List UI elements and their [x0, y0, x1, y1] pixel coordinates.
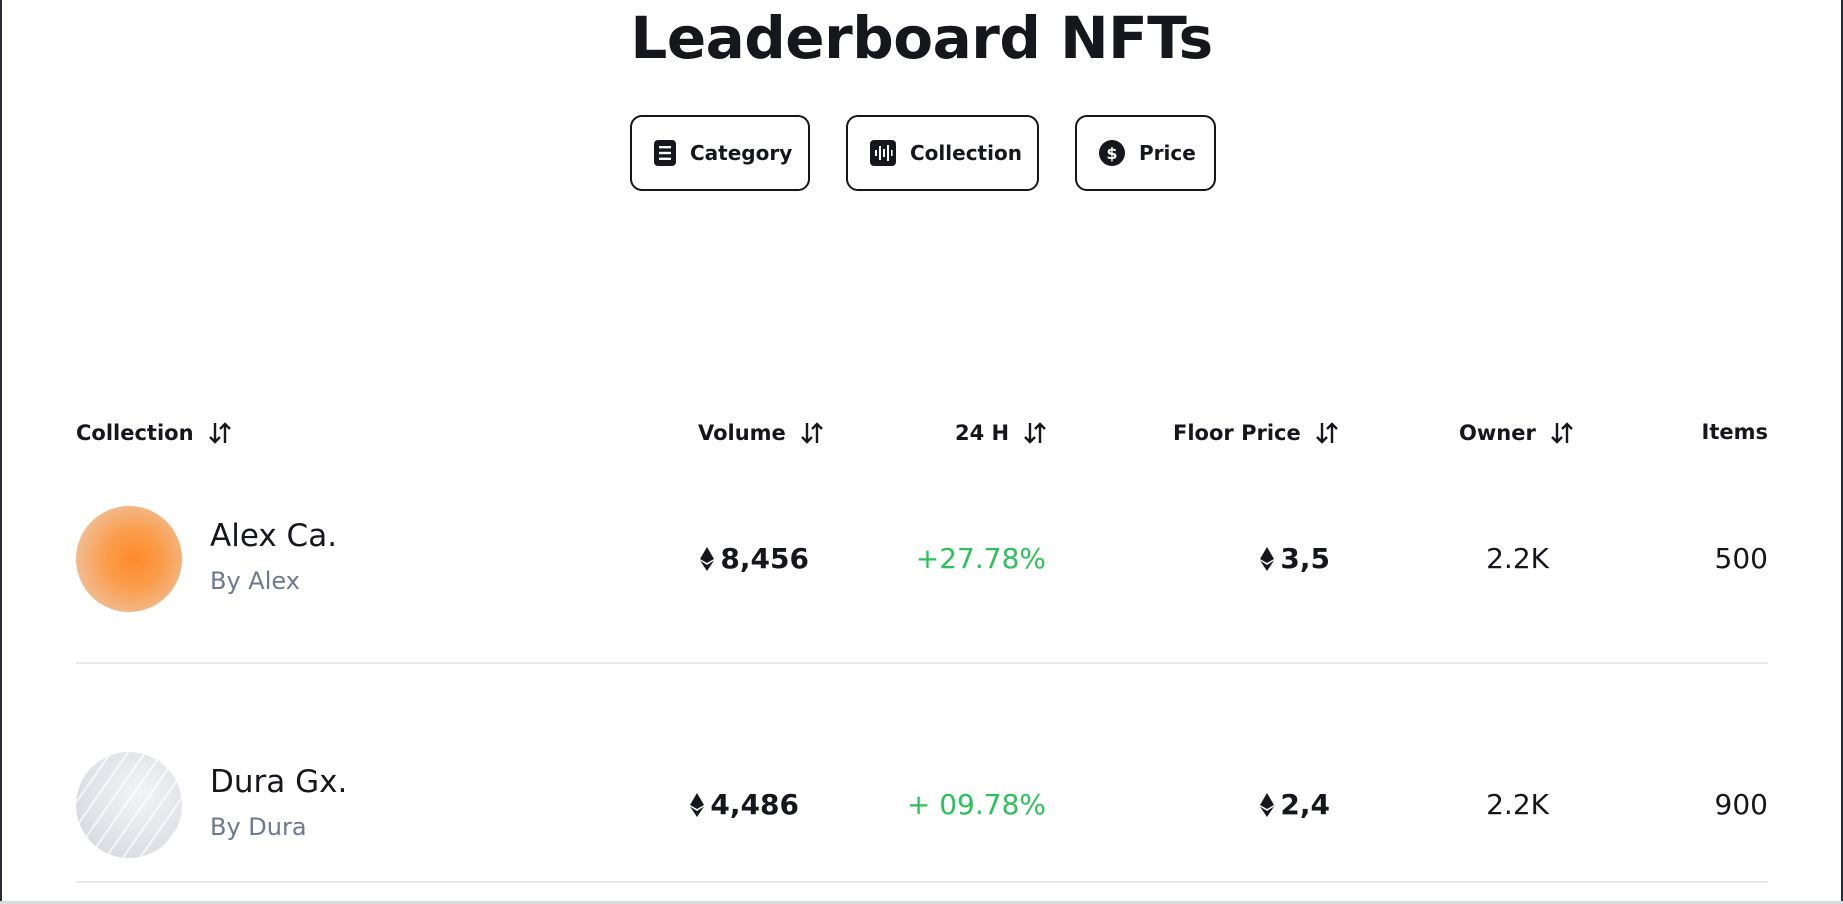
- dollar-coin-icon: $: [1099, 140, 1125, 166]
- collection-creator: By Dura: [210, 813, 307, 841]
- collection-filter-label: Collection: [910, 141, 1022, 165]
- sort-icon[interactable]: [1023, 420, 1049, 446]
- svg-text:$: $: [1106, 144, 1117, 163]
- sort-icon[interactable]: [208, 420, 234, 446]
- header-owner[interactable]: Owner: [1459, 420, 1576, 446]
- ethereum-icon: [690, 792, 705, 817]
- items-value: 500: [1714, 542, 1768, 575]
- change-24h-value: +27.78%: [915, 542, 1046, 575]
- ethereum-icon: [1260, 546, 1275, 571]
- avatar: [76, 752, 182, 858]
- sort-icon[interactable]: [1315, 420, 1341, 446]
- floor-price-value: 3,5: [1260, 542, 1330, 575]
- table-header: Collection Volume 24 H Floor Price Owner: [76, 420, 1768, 456]
- window-border-left: [0, 0, 2, 904]
- items-value: 900: [1714, 788, 1768, 821]
- avatar: [76, 506, 182, 612]
- volume-value: 4,486: [690, 788, 799, 821]
- window-border-right: [1841, 0, 1843, 904]
- volume-value: 8,456: [700, 542, 809, 575]
- collection-filter-button[interactable]: Collection: [846, 115, 1039, 191]
- table-row[interactable]: Dura Gx. By Dura 4,486 + 09.78% 2,4 2.2K…: [76, 664, 1768, 883]
- header-volume[interactable]: Volume: [698, 420, 826, 446]
- header-items: Items: [1701, 420, 1768, 444]
- category-filter-label: Category: [690, 141, 793, 165]
- page-title: Leaderboard NFTs: [630, 4, 1213, 72]
- ethereum-icon: [1260, 792, 1275, 817]
- collection-name: Alex Ca.: [210, 518, 338, 554]
- price-filter-label: Price: [1139, 141, 1196, 165]
- window-border-bottom: [0, 901, 1843, 904]
- owner-value: 2.2K: [1486, 788, 1549, 821]
- soundwave-icon: [870, 140, 896, 166]
- sort-icon[interactable]: [800, 420, 826, 446]
- leaderboard-table: Collection Volume 24 H Floor Price Owner: [76, 420, 1768, 883]
- change-24h-value: + 09.78%: [906, 788, 1046, 821]
- floor-price-value: 2,4: [1260, 788, 1330, 821]
- collection-creator: By Alex: [210, 567, 300, 595]
- category-filter-button[interactable]: Category: [630, 115, 810, 191]
- ethereum-icon: [700, 546, 715, 571]
- header-24h[interactable]: 24 H: [955, 420, 1049, 446]
- collection-name: Dura Gx.: [210, 764, 348, 800]
- header-floor-price[interactable]: Floor Price: [1173, 420, 1341, 446]
- price-filter-button[interactable]: $ Price: [1075, 115, 1216, 191]
- document-icon: [654, 140, 676, 166]
- filter-bar: Category Collection $ Price: [630, 115, 1216, 191]
- owner-value: 2.2K: [1486, 542, 1549, 575]
- sort-icon[interactable]: [1550, 420, 1576, 446]
- table-row[interactable]: Alex Ca. By Alex 8,456 +27.78% 3,5 2.2K …: [76, 464, 1768, 664]
- header-collection[interactable]: Collection: [76, 420, 234, 446]
